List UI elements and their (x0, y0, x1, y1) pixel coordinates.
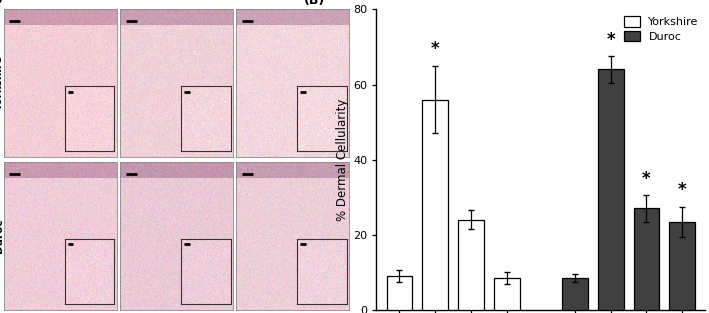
Bar (669, 222, 695, 310)
Text: (A): (A) (0, 0, 4, 5)
Bar (598, 69, 623, 310)
Text: *: * (431, 40, 440, 58)
Bar (423, 100, 448, 310)
Bar (634, 208, 659, 310)
Text: (B): (B) (303, 0, 325, 8)
Y-axis label: Yorkshire: Yorkshire (0, 56, 4, 111)
Bar (494, 278, 520, 310)
Text: *: * (642, 170, 651, 188)
Text: *: * (678, 181, 686, 199)
Y-axis label: Duroc: Duroc (0, 218, 4, 253)
Text: *: * (606, 31, 615, 49)
Bar (386, 276, 413, 310)
Bar (458, 220, 484, 310)
Legend: Yorkshire, Duroc: Yorkshire, Duroc (620, 12, 703, 46)
Y-axis label: % Dermal Cellularity: % Dermal Cellularity (336, 99, 349, 221)
Bar (562, 278, 588, 310)
